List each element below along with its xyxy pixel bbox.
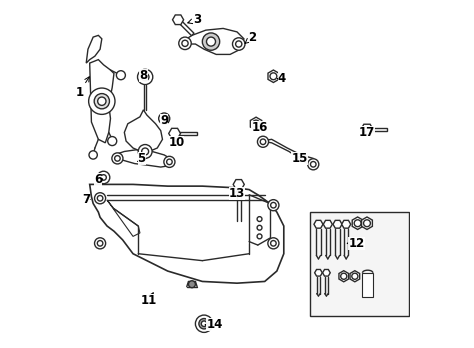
Circle shape: [94, 94, 109, 109]
Polygon shape: [361, 124, 373, 135]
Text: 7: 7: [82, 193, 90, 206]
Circle shape: [179, 37, 191, 49]
Circle shape: [117, 71, 126, 80]
Polygon shape: [169, 128, 181, 139]
Circle shape: [268, 238, 279, 249]
Circle shape: [195, 315, 213, 332]
Polygon shape: [352, 217, 363, 229]
Bar: [363, 273, 373, 297]
Polygon shape: [90, 60, 114, 143]
Text: 14: 14: [205, 318, 223, 331]
Circle shape: [98, 97, 106, 105]
Circle shape: [164, 156, 175, 167]
Polygon shape: [333, 220, 342, 228]
Circle shape: [232, 38, 245, 50]
Polygon shape: [260, 139, 317, 169]
Polygon shape: [362, 217, 373, 229]
Polygon shape: [102, 197, 124, 200]
Polygon shape: [177, 18, 194, 36]
Polygon shape: [323, 220, 332, 228]
Circle shape: [202, 33, 219, 50]
Polygon shape: [339, 271, 348, 282]
Polygon shape: [367, 128, 387, 131]
Polygon shape: [90, 184, 284, 283]
Polygon shape: [350, 271, 360, 282]
Circle shape: [159, 113, 170, 124]
Polygon shape: [315, 269, 322, 276]
Polygon shape: [182, 29, 244, 54]
Text: 5: 5: [137, 152, 146, 165]
Text: 17: 17: [359, 126, 375, 139]
Circle shape: [207, 37, 216, 46]
Text: 6: 6: [94, 173, 103, 186]
Text: 16: 16: [251, 121, 268, 134]
Text: 11: 11: [140, 293, 157, 307]
Circle shape: [308, 159, 319, 170]
Circle shape: [138, 144, 152, 158]
Text: 12: 12: [347, 237, 365, 250]
Circle shape: [199, 318, 210, 329]
Polygon shape: [174, 132, 197, 135]
Circle shape: [189, 281, 195, 288]
Circle shape: [89, 151, 97, 159]
Polygon shape: [86, 35, 102, 63]
Circle shape: [94, 238, 106, 249]
Circle shape: [112, 153, 123, 164]
Text: 3: 3: [188, 13, 201, 26]
Polygon shape: [173, 15, 183, 25]
Circle shape: [137, 69, 153, 85]
Text: 13: 13: [229, 187, 245, 199]
Polygon shape: [124, 110, 163, 153]
Polygon shape: [114, 150, 173, 167]
Polygon shape: [250, 117, 262, 130]
Circle shape: [89, 88, 115, 114]
Circle shape: [257, 136, 269, 147]
Text: 15: 15: [291, 152, 308, 165]
Polygon shape: [323, 269, 330, 276]
Text: 8: 8: [139, 69, 147, 82]
Polygon shape: [96, 193, 108, 204]
Text: 9: 9: [160, 114, 168, 127]
Text: 1: 1: [75, 77, 89, 99]
Polygon shape: [268, 70, 279, 82]
Polygon shape: [233, 180, 244, 189]
Circle shape: [268, 200, 279, 211]
Circle shape: [97, 171, 110, 184]
Circle shape: [201, 321, 207, 326]
Text: 10: 10: [168, 136, 184, 149]
Text: 4: 4: [278, 72, 286, 85]
Circle shape: [94, 193, 106, 204]
Text: 2: 2: [245, 31, 256, 44]
Bar: [310, 212, 409, 316]
Polygon shape: [107, 200, 140, 236]
Polygon shape: [314, 220, 323, 228]
Polygon shape: [342, 220, 351, 228]
Circle shape: [108, 136, 117, 145]
